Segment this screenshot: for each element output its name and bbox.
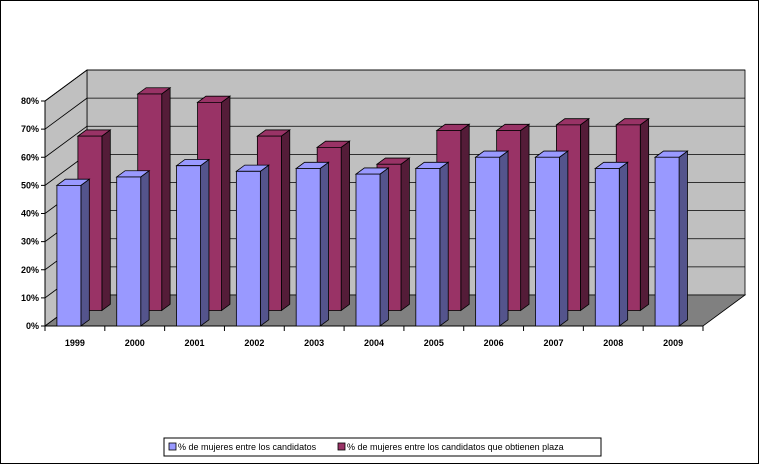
bar-series-1 bbox=[653, 150, 689, 327]
legend-label-series-2: % de mujeres entre los candidatos que ob… bbox=[347, 442, 564, 452]
x-tick-label: 1999 bbox=[65, 338, 85, 348]
bar-series-1 bbox=[175, 158, 211, 327]
y-tick-label: 0% bbox=[26, 321, 39, 331]
gridline-side bbox=[44, 97, 88, 130]
y-tick-label: 40% bbox=[21, 209, 39, 219]
gridline-side bbox=[44, 125, 88, 158]
x-tick-label: 2001 bbox=[185, 338, 205, 348]
bar-series-1 bbox=[235, 164, 270, 327]
bar-series-1 bbox=[594, 161, 629, 327]
x-tick-label: 2008 bbox=[603, 338, 623, 348]
legend-label-series-1: % de mujeres entre los candidatos bbox=[178, 442, 317, 452]
x-tick-label: 2000 bbox=[125, 338, 145, 348]
bar-series-1 bbox=[534, 150, 570, 327]
legend-swatch-series-1 bbox=[168, 442, 177, 451]
x-tick-label: 2004 bbox=[364, 338, 384, 348]
y-tick-label: 30% bbox=[21, 237, 39, 247]
y-tick-label: 50% bbox=[21, 180, 39, 190]
bar-series-1 bbox=[354, 167, 390, 327]
legend-swatch-series-2 bbox=[337, 442, 346, 451]
x-tick-label: 2003 bbox=[304, 338, 324, 348]
x-tick-label: 2006 bbox=[484, 338, 504, 348]
bar-series-1 bbox=[414, 161, 450, 327]
x-tick-label: 2002 bbox=[244, 338, 264, 348]
legend-box bbox=[163, 437, 602, 457]
y-tick-label: 20% bbox=[21, 265, 39, 275]
y-tick-label: 60% bbox=[21, 152, 39, 162]
bar-series-1 bbox=[55, 178, 91, 327]
bar-series-1 bbox=[115, 169, 151, 327]
y-tick-label: 70% bbox=[21, 124, 39, 134]
bar-series-1 bbox=[474, 150, 510, 327]
x-tick-label: 2005 bbox=[424, 338, 444, 348]
y-tick-label: 80% bbox=[21, 96, 39, 106]
bar-series-1 bbox=[294, 161, 330, 327]
x-tick-label: 2009 bbox=[663, 338, 683, 348]
x-tick-label: 2007 bbox=[543, 338, 563, 348]
y-tick-label: 10% bbox=[21, 293, 39, 303]
gridline-side bbox=[44, 69, 88, 102]
